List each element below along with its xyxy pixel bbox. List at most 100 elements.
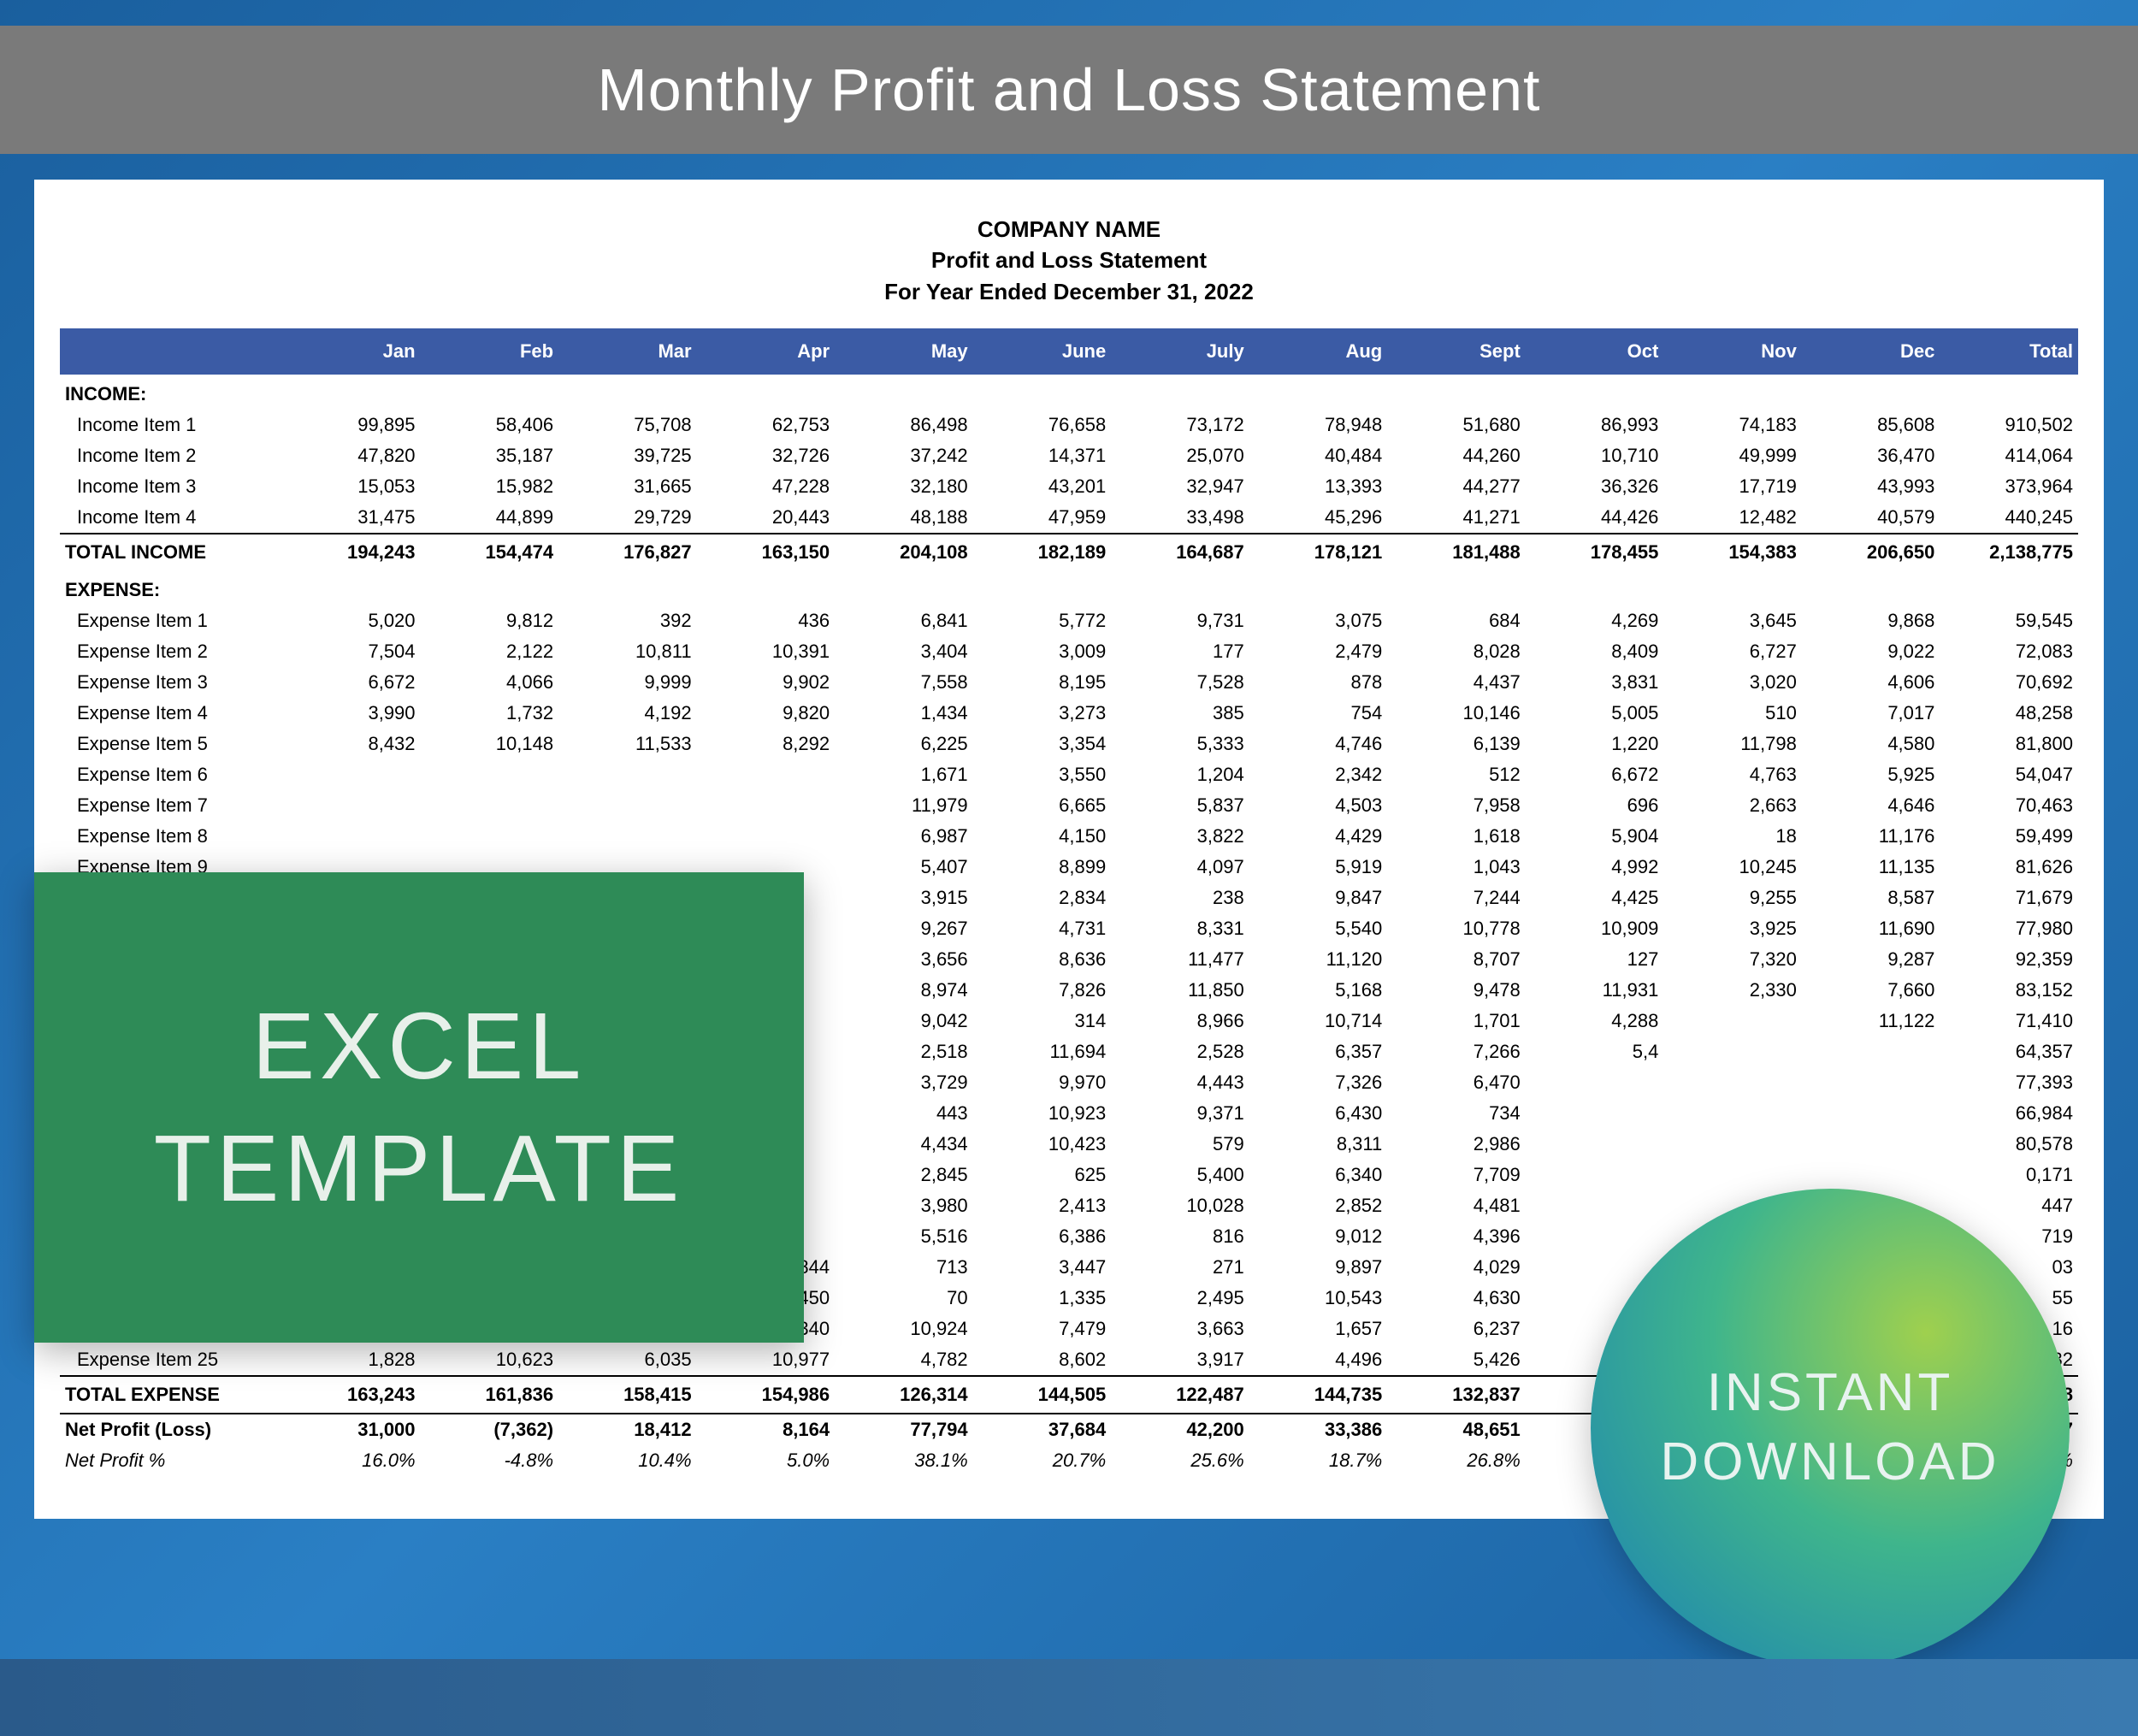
cell: 696 <box>1526 790 1664 821</box>
cell: 47,820 <box>282 440 421 471</box>
cell: 86,498 <box>835 410 973 440</box>
cell: 4,269 <box>1526 605 1664 636</box>
cell: 8,311 <box>1249 1129 1388 1160</box>
statement-period: For Year Ended December 31, 2022 <box>60 276 2078 307</box>
cell: 44,899 <box>421 502 559 534</box>
cell: 7,504 <box>282 636 421 667</box>
cell: 1,204 <box>1111 759 1249 790</box>
cell <box>1802 1098 1940 1129</box>
cell: 4,429 <box>1249 821 1388 852</box>
cell <box>1663 1006 1802 1036</box>
cell: 154,986 <box>697 1376 836 1414</box>
cell: 3,075 <box>1249 605 1388 636</box>
section-label: INCOME: <box>60 375 2078 410</box>
cell: 33,386 <box>1249 1414 1388 1445</box>
cell: 6,430 <box>1249 1098 1388 1129</box>
cell: 36,326 <box>1526 471 1664 502</box>
cell: 7,017 <box>1802 698 1940 729</box>
cell: 10,909 <box>1526 913 1664 944</box>
cell: 9,267 <box>835 913 973 944</box>
cell: 31,665 <box>558 471 697 502</box>
cell: 11,533 <box>558 729 697 759</box>
cell <box>1663 1129 1802 1160</box>
cell <box>1526 1098 1664 1129</box>
cell <box>1802 1160 1940 1190</box>
cell: 85,608 <box>1802 410 1940 440</box>
cell: 4,481 <box>1387 1190 1526 1221</box>
cell: 132,837 <box>1387 1376 1526 1414</box>
cell <box>1663 1067 1802 1098</box>
cell: 81,800 <box>1940 729 2078 759</box>
cell: 18,412 <box>558 1414 697 1445</box>
cell: 10,423 <box>973 1129 1112 1160</box>
cell: 6,672 <box>1526 759 1664 790</box>
cell: 4,288 <box>1526 1006 1664 1036</box>
cell: 4,580 <box>1802 729 1940 759</box>
badge-line: INSTANT <box>1707 1359 1954 1428</box>
cell: 4,763 <box>1663 759 1802 790</box>
cell: 7,709 <box>1387 1160 1526 1190</box>
cell: 6,340 <box>1249 1160 1388 1190</box>
cell: 9,847 <box>1249 883 1388 913</box>
cell: 7,320 <box>1663 944 1802 975</box>
table-row: Expense Item 15,0209,8123924366,8415,772… <box>60 605 2078 636</box>
col-header: Apr <box>697 328 836 375</box>
row-label: Expense Item 7 <box>60 790 282 821</box>
cell: 0,171 <box>1940 1160 2078 1190</box>
cell: 4,731 <box>973 913 1112 944</box>
cell: 4,150 <box>973 821 1112 852</box>
cell: 3,980 <box>835 1190 973 1221</box>
cell: 17,719 <box>1663 471 1802 502</box>
row-label: Income Item 2 <box>60 440 282 471</box>
cell <box>1802 1067 1940 1098</box>
cell: 512 <box>1387 759 1526 790</box>
cell: 45,296 <box>1249 502 1388 534</box>
cell: 9,897 <box>1249 1252 1388 1283</box>
company-name: COMPANY NAME <box>60 214 2078 245</box>
cell: 163,243 <box>282 1376 421 1414</box>
cell: 80,578 <box>1940 1129 2078 1160</box>
cell: 4,443 <box>1111 1067 1249 1098</box>
cell: 77,794 <box>835 1414 973 1445</box>
cell: 10,543 <box>1249 1283 1388 1314</box>
cell: 33,498 <box>1111 502 1249 534</box>
cell: 1,701 <box>1387 1006 1526 1036</box>
col-header: Mar <box>558 328 697 375</box>
table-row: Expense Item 27,5042,12210,81110,3913,40… <box>60 636 2078 667</box>
cell: 2,413 <box>973 1190 1112 1221</box>
cell <box>1802 1129 1940 1160</box>
cell: 158,415 <box>558 1376 697 1414</box>
cell <box>1526 1067 1664 1098</box>
cell: 2,342 <box>1249 759 1388 790</box>
cell: 4,425 <box>1526 883 1664 913</box>
row-label: Expense Item 6 <box>60 759 282 790</box>
cell: 20,443 <box>697 502 836 534</box>
cell: 3,645 <box>1663 605 1802 636</box>
cell: 8,707 <box>1387 944 1526 975</box>
cell: 6,470 <box>1387 1067 1526 1098</box>
cell: 10,778 <box>1387 913 1526 944</box>
cell: 86,993 <box>1526 410 1664 440</box>
cell: 40,484 <box>1249 440 1388 471</box>
cell: -4.8% <box>421 1445 559 1476</box>
cell: 8,292 <box>697 729 836 759</box>
cell: 3,009 <box>973 636 1112 667</box>
cell: 3,354 <box>973 729 1112 759</box>
col-header: May <box>835 328 973 375</box>
badge-line: TEMPLATE <box>154 1107 685 1230</box>
row-label: TOTAL INCOME <box>60 534 282 570</box>
cell: 2,663 <box>1663 790 1802 821</box>
cell: 32,947 <box>1111 471 1249 502</box>
cell: 31,475 <box>282 502 421 534</box>
cell: 8,195 <box>973 667 1112 698</box>
title-bar: Monthly Profit and Loss Statement <box>0 26 2138 154</box>
cell: 154,474 <box>421 534 559 570</box>
row-label: Expense Item 8 <box>60 821 282 852</box>
cell: 18.7% <box>1249 1445 1388 1476</box>
cell <box>421 821 559 852</box>
cell: 6,035 <box>558 1344 697 1376</box>
cell: 5,020 <box>282 605 421 636</box>
cell: 5,4 <box>1526 1036 1664 1067</box>
cell: 684 <box>1387 605 1526 636</box>
cell: 11,931 <box>1526 975 1664 1006</box>
